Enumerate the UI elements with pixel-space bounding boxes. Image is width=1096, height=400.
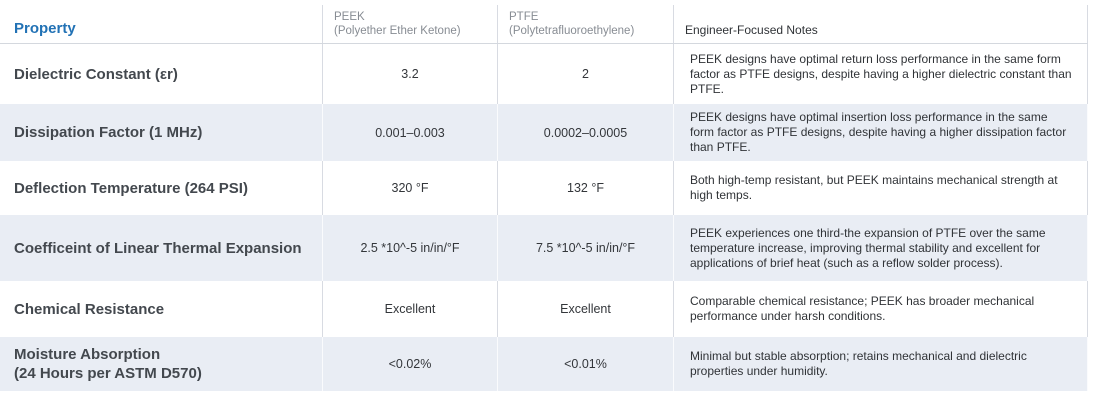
table-header-row: Property PEEK (Polyether Ether Ketone) P… <box>0 0 1088 44</box>
table-row: Chemical Resistance Excellent Excellent … <box>0 281 1088 337</box>
property-label: Coefficeint of Linear Thermal Expansion <box>14 239 302 257</box>
table-row: Moisture Absorption (24 Hours per ASTM D… <box>0 337 1088 391</box>
material-comparison-table: Property PEEK (Polyether Ether Ketone) P… <box>0 0 1096 391</box>
column-header-peek: PEEK (Polyether Ether Ketone) <box>322 5 497 43</box>
ptfe-value-cell: <0.01% <box>497 337 673 391</box>
notes-cell: Both high-temp resistant, but PEEK maint… <box>673 161 1088 215</box>
peek-value-cell: 320 °F <box>322 161 497 215</box>
peek-value-cell: 3.2 <box>322 44 497 104</box>
column-header-property-label: Property <box>14 20 76 37</box>
column-header-notes: Engineer-Focused Notes <box>673 5 1088 43</box>
table-body: Dielectric Constant (εr) 3.2 2 PEEK desi… <box>0 44 1096 391</box>
property-label: Dissipation Factor (1 MHz) <box>14 124 203 141</box>
notes-cell: Comparable chemical resistance; PEEK has… <box>673 281 1088 337</box>
property-cell: Coefficeint of Linear Thermal Expansion <box>0 215 322 281</box>
table-row: Dissipation Factor (1 MHz) 0.001–0.003 0… <box>0 104 1088 161</box>
ptfe-value-cell: Excellent <box>497 281 673 337</box>
ptfe-value-cell: 0.0002–0.0005 <box>497 104 673 161</box>
property-label: Chemical Resistance <box>14 300 165 318</box>
notes-cell: PEEK experiences one third-the expansion… <box>673 215 1088 281</box>
column-header-property: Property <box>0 0 322 43</box>
notes-header-label: Engineer-Focused Notes <box>685 23 818 37</box>
peek-value-cell: 0.001–0.003 <box>322 104 497 161</box>
peek-header-label: PEEK <box>334 11 365 23</box>
ptfe-value-cell: 7.5 *10^-5 in/in/°F <box>497 215 673 281</box>
property-label: Deflection Temperature (264 PSI) <box>14 179 248 197</box>
notes-cell: Minimal but stable absorption; retains m… <box>673 337 1088 391</box>
property-cell: Dielectric Constant (εr) <box>0 44 322 104</box>
ptfe-value-cell: 2 <box>497 44 673 104</box>
property-cell: Moisture Absorption (24 Hours per ASTM D… <box>0 337 322 391</box>
ptfe-header-sublabel: (Polytetrafluoroethylene) <box>509 25 635 37</box>
table-row: Coefficeint of Linear Thermal Expansion … <box>0 215 1088 281</box>
property-label: Moisture Absorption <box>14 346 161 363</box>
property-cell: Chemical Resistance <box>0 281 322 337</box>
notes-cell: PEEK designs have optimal insertion loss… <box>673 104 1088 161</box>
column-header-ptfe: PTFE (Polytetrafluoroethylene) <box>497 5 673 43</box>
peek-header-sublabel: (Polyether Ether Ketone) <box>334 25 461 37</box>
ptfe-header-label: PTFE <box>509 11 539 23</box>
table-row: Dielectric Constant (εr) 3.2 2 PEEK desi… <box>0 44 1088 104</box>
peek-value-cell: 2.5 *10^-5 in/in/°F <box>322 215 497 281</box>
property-label-line2: (24 Hours per ASTM D570) <box>14 365 202 382</box>
table-row: Deflection Temperature (264 PSI) 320 °F … <box>0 161 1088 215</box>
notes-cell: PEEK designs have optimal return loss pe… <box>673 44 1088 104</box>
property-label: Dielectric Constant (εr) <box>14 65 178 83</box>
property-cell: Dissipation Factor (1 MHz) <box>0 104 322 161</box>
property-cell: Deflection Temperature (264 PSI) <box>0 161 322 215</box>
ptfe-value-cell: 132 °F <box>497 161 673 215</box>
peek-value-cell: Excellent <box>322 281 497 337</box>
peek-value-cell: <0.02% <box>322 337 497 391</box>
